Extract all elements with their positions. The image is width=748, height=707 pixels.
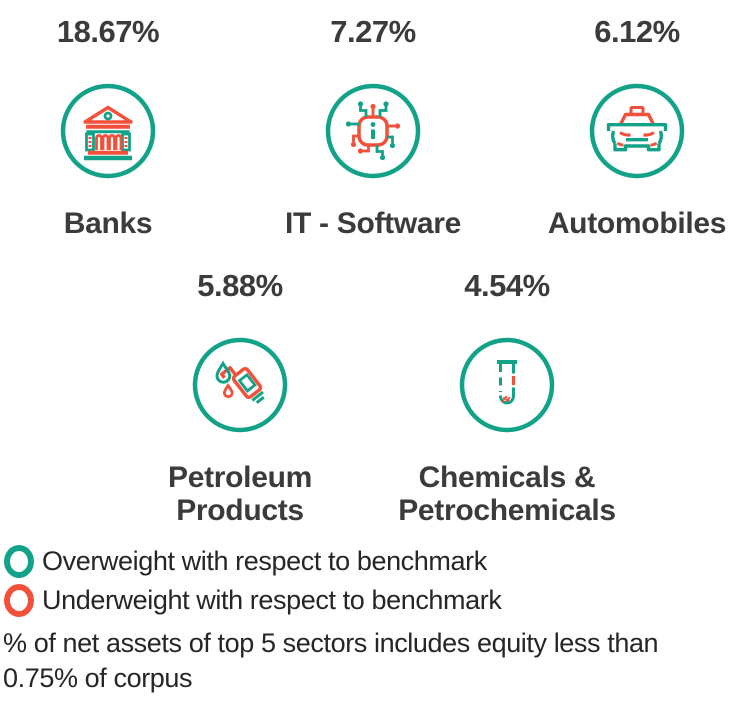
bank-icon bbox=[58, 81, 158, 181]
sector-card-chemicals-petrochemicals: 4.54% Chemicals & Petrochemicals bbox=[377, 268, 637, 527]
sector-pct: 18.67% bbox=[56, 14, 160, 49]
sector-card-petroleum-products: 5.88% Petroleum Products bbox=[110, 268, 370, 527]
sector-label: Automobiles bbox=[547, 207, 727, 240]
circuit-chip-icon bbox=[323, 81, 423, 181]
footnote-line-1: % of net assets of top 5 sectors include… bbox=[3, 628, 659, 658]
sector-label: Petroleum Products bbox=[167, 461, 312, 527]
footnote: % of net assets of top 5 sectors include… bbox=[3, 626, 743, 696]
sector-label: Banks bbox=[63, 207, 153, 240]
legend-label: Overweight with respect to benchmark bbox=[42, 545, 487, 576]
sector-pct: 4.54% bbox=[464, 268, 550, 303]
test-tube-icon bbox=[457, 335, 557, 435]
legend: Overweight with respect to benchmark Und… bbox=[4, 543, 502, 618]
sector-card-automobiles: 6.12% Automobiles bbox=[507, 14, 748, 240]
sector-card-it-software: 7.27% bbox=[243, 14, 503, 240]
fuel-nozzle-icon bbox=[190, 335, 290, 435]
sector-pct: 5.88% bbox=[197, 268, 283, 303]
overweight-ring-icon bbox=[4, 544, 34, 578]
car-icon bbox=[587, 81, 687, 181]
footnote-line-2: 0.75% of corpus bbox=[3, 663, 193, 693]
sector-label: IT - Software bbox=[284, 207, 462, 240]
sector-card-banks: 18.67% Banks bbox=[0, 14, 238, 240]
legend-row-underweight: Underweight with respect to benchmark bbox=[4, 582, 502, 618]
legend-label: Underweight with respect to benchmark bbox=[42, 584, 502, 615]
sector-pct: 6.12% bbox=[594, 14, 680, 49]
sector-label: Chemicals & Petrochemicals bbox=[398, 461, 616, 527]
underweight-ring-icon bbox=[4, 583, 34, 617]
sector-pct: 7.27% bbox=[330, 14, 416, 49]
legend-row-overweight: Overweight with respect to benchmark bbox=[4, 543, 501, 579]
